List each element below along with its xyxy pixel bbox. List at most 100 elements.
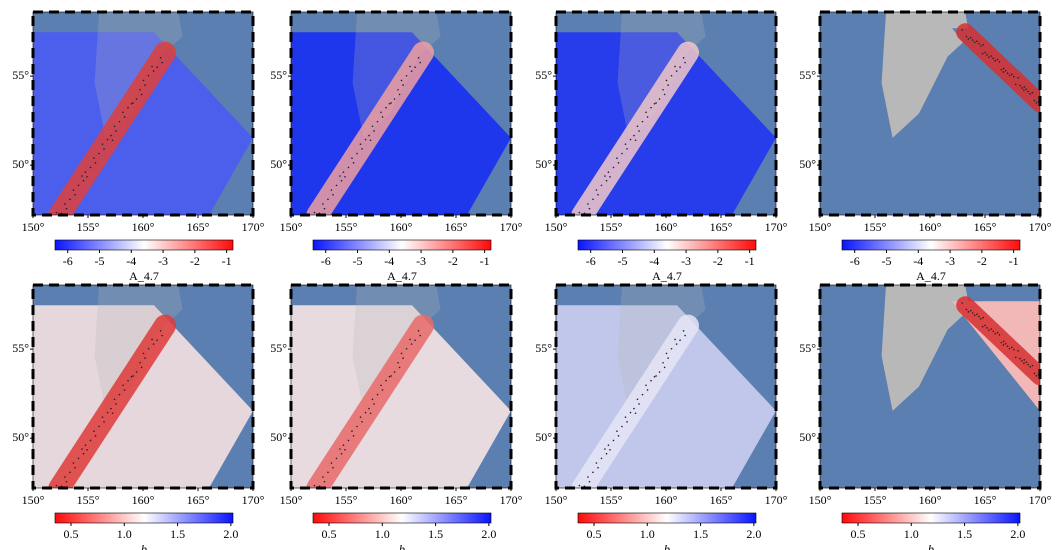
epicenter <box>984 324 986 327</box>
epicenter <box>385 106 387 109</box>
epicenter <box>1029 366 1031 368</box>
epicenter <box>679 339 681 341</box>
epicenter <box>123 389 126 391</box>
epicenter <box>1023 358 1026 361</box>
epicenter <box>1000 341 1003 344</box>
epicenter <box>986 54 988 56</box>
epicenter <box>662 361 664 364</box>
epicenter <box>123 116 126 118</box>
epicenter <box>996 58 999 61</box>
epicenter <box>89 439 92 442</box>
epicenter <box>636 125 639 128</box>
epicenter <box>368 134 370 137</box>
epicenter <box>77 457 80 460</box>
x-tick-label: 160° <box>655 220 678 234</box>
epicenter <box>385 379 387 382</box>
epicenter <box>624 416 627 418</box>
epicenter <box>595 462 598 464</box>
epicenter <box>351 157 353 159</box>
epicenter <box>369 412 372 415</box>
epicenter <box>340 179 343 182</box>
x-tick-label: 160° <box>390 493 413 507</box>
colorbar-tick-label: 1.5 <box>428 527 443 541</box>
colorbar <box>841 512 1021 524</box>
epicenter <box>663 93 666 96</box>
epicenter <box>344 176 346 178</box>
epicenter <box>118 120 121 123</box>
colorbar <box>577 239 757 251</box>
x-tick-label: 155° <box>77 220 100 234</box>
epicenter <box>402 84 404 86</box>
colorbar-label: A_4.7 <box>129 269 159 283</box>
epicenter <box>976 313 978 315</box>
x-tick-label: 150° <box>545 220 568 234</box>
epicenter <box>638 403 640 405</box>
epicenter <box>662 88 664 91</box>
epicenter <box>961 302 963 304</box>
x-tick-label: 170° <box>500 220 523 234</box>
epicenter <box>93 430 95 432</box>
x-tick-label: 160° <box>390 220 413 234</box>
epicenter <box>101 143 104 145</box>
epicenter <box>971 312 974 314</box>
epicenter <box>132 102 134 104</box>
colorbar-tick-label: 1.5 <box>170 527 185 541</box>
epicenter <box>94 435 97 437</box>
epicenter <box>607 444 610 446</box>
epicenter <box>684 334 686 337</box>
epicenter <box>1002 71 1005 73</box>
colorbar-tick-label: -2 <box>977 254 987 268</box>
epicenter <box>578 484 581 487</box>
epicenter <box>323 480 326 483</box>
x-tick-label: 150° <box>545 493 568 507</box>
x-tick-label: 165° <box>445 220 468 234</box>
colorbar-tick-label: 1.0 <box>640 527 655 541</box>
map-panel <box>291 285 511 488</box>
epicenter <box>393 371 396 373</box>
epicenter <box>670 74 673 77</box>
y-tick-label: 50° <box>270 157 287 171</box>
epicenter <box>313 484 316 487</box>
epicenter <box>616 157 618 159</box>
epicenter <box>335 184 338 187</box>
epicenter <box>998 334 1001 336</box>
epicenter <box>1008 347 1011 350</box>
colorbar-tick-label: 1.0 <box>904 527 919 541</box>
colorbar-tick-label: 0.5 <box>586 527 601 541</box>
epicenter <box>364 138 367 141</box>
epicenter <box>578 211 581 214</box>
epicenter <box>665 352 668 355</box>
colorbar-tick-label: 1.5 <box>957 527 972 541</box>
colorbar-tick-label: -2 <box>190 254 200 268</box>
map-panel <box>820 12 1040 215</box>
epicenter <box>653 375 656 378</box>
epicenter <box>398 366 401 369</box>
epicenter <box>650 379 652 382</box>
colorbar-tick-label: -4 <box>126 254 136 268</box>
epicenter <box>352 162 355 164</box>
epicenter <box>113 125 116 128</box>
epicenter <box>369 139 372 142</box>
x-tick-label: 150° <box>22 220 45 234</box>
epicenter <box>380 111 382 114</box>
colorbar-tick-label: 0.5 <box>321 527 336 541</box>
epicenter <box>646 116 649 118</box>
epicenter <box>1023 362 1025 365</box>
epicenter <box>381 389 384 391</box>
epicenter <box>600 184 603 187</box>
y-tick-label: 55° <box>270 68 287 82</box>
epicenter <box>390 102 392 104</box>
epicenter <box>371 398 374 401</box>
epicenter <box>159 57 162 59</box>
epicenter <box>118 393 121 396</box>
epicenter <box>988 329 990 331</box>
epicenter <box>605 452 608 455</box>
seismicity-band <box>48 314 176 488</box>
epicenter <box>633 407 635 410</box>
x-tick-label: 160° <box>919 220 942 234</box>
colorbar-tick-label: 2.0 <box>746 527 761 541</box>
epicenter <box>1035 101 1038 104</box>
epicenter <box>344 449 346 451</box>
epicenter <box>373 403 375 405</box>
